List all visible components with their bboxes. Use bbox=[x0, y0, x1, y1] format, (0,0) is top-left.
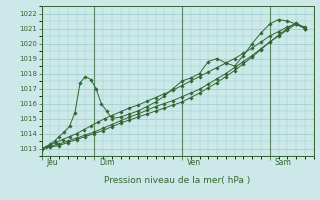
X-axis label: Pression niveau de la mer( hPa ): Pression niveau de la mer( hPa ) bbox=[104, 176, 251, 185]
Text: Dim: Dim bbox=[100, 158, 115, 167]
Text: Ven: Ven bbox=[187, 158, 201, 167]
Text: Jeu: Jeu bbox=[47, 158, 59, 167]
Text: Sam: Sam bbox=[275, 158, 292, 167]
